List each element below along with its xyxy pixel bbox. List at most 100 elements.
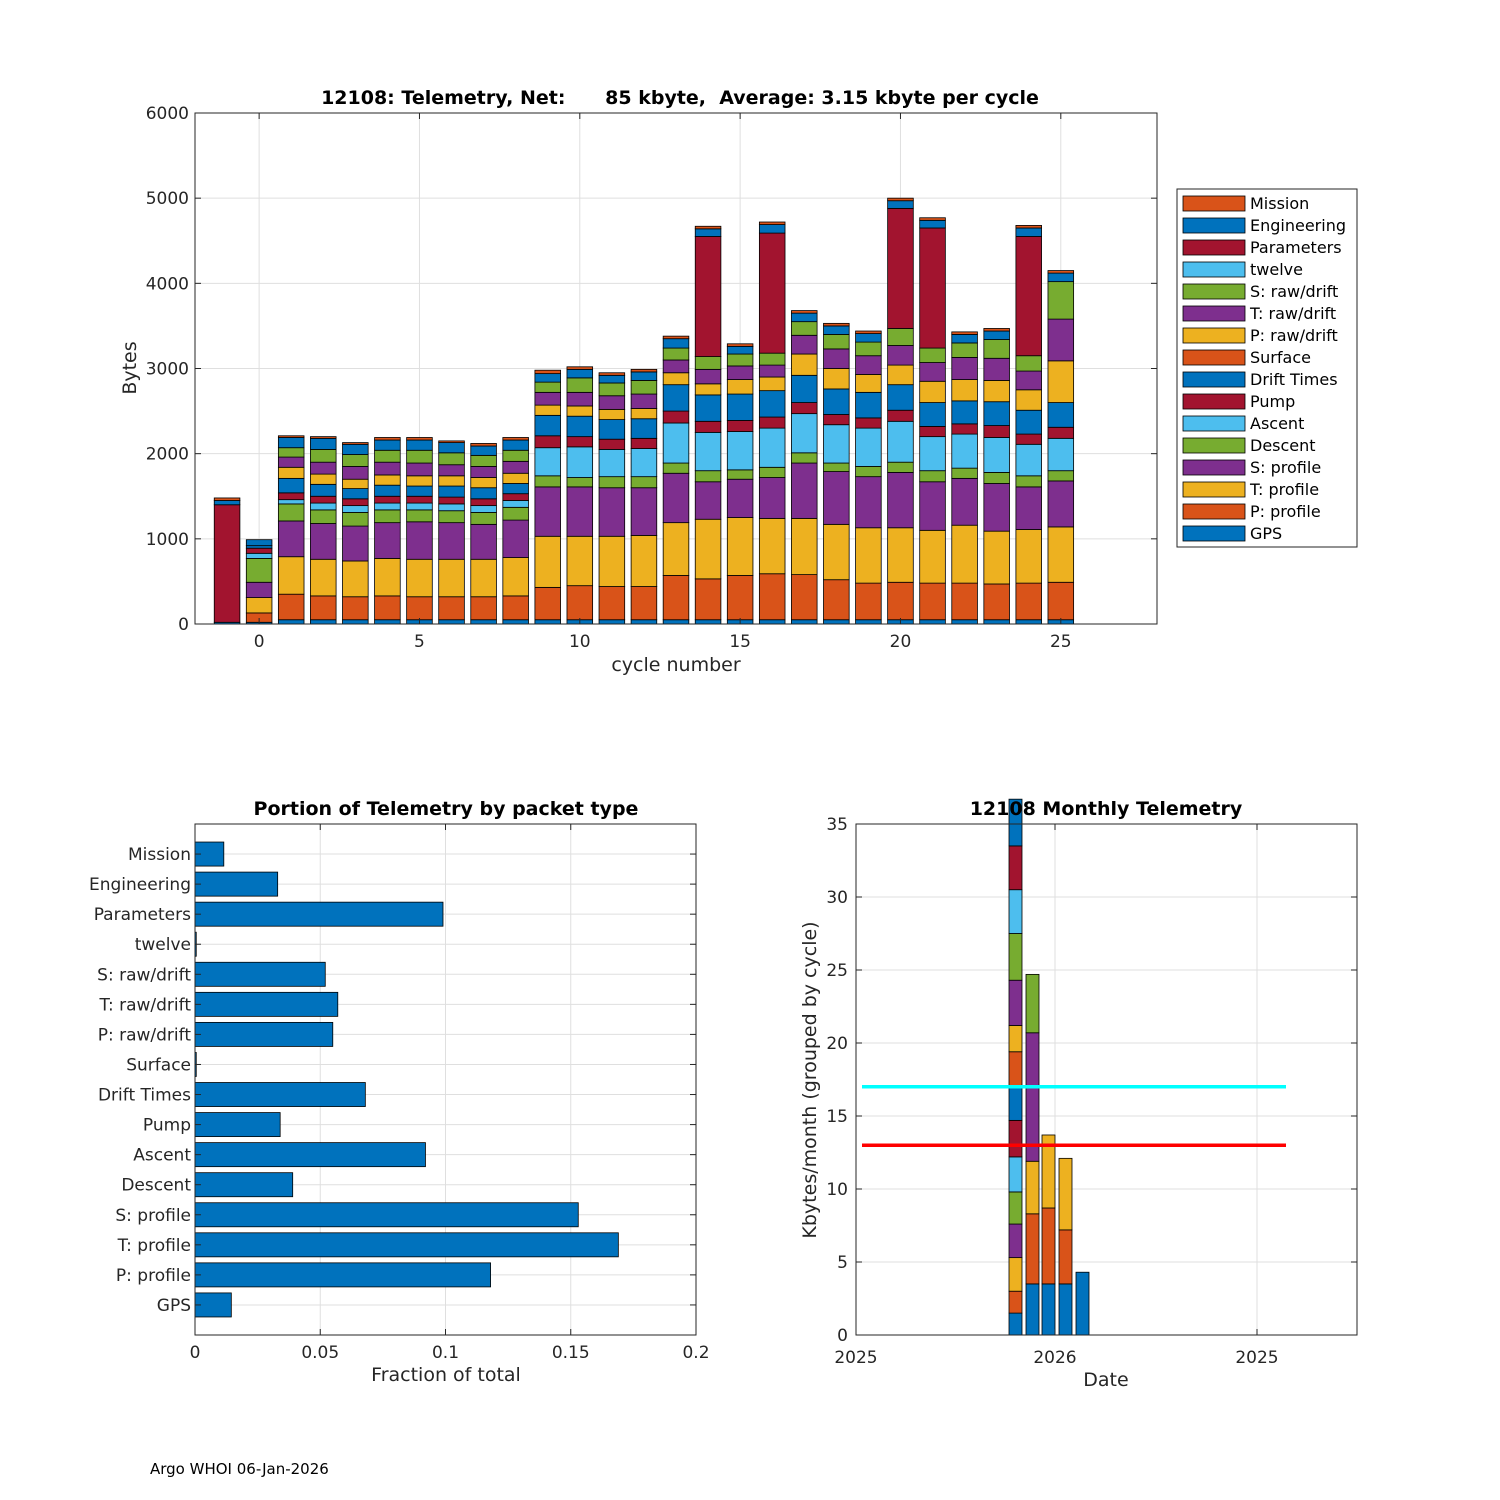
telemetry-per-cycle-chart: 0 5 10 15 20 25 0 1000 2000 3000 4000 5000 6000 1210…	[119, 87, 1358, 676]
top-bar-segment	[534, 373, 561, 383]
top-bar-segment	[502, 472, 529, 484]
top-legend-swatch	[1182, 217, 1246, 234]
top-bar-segment	[1015, 370, 1042, 391]
top-bar-segment	[470, 558, 497, 598]
top-bar-segment	[374, 474, 401, 486]
br-bar-segment	[1058, 1283, 1073, 1336]
top-bar-segment	[1047, 272, 1075, 283]
top-x-axis-label: cycle number	[611, 654, 740, 676]
top-bar-segment	[534, 391, 561, 406]
top-bar-segment	[983, 380, 1010, 403]
top-bar-segment	[566, 486, 594, 537]
top-bar-segment	[598, 408, 626, 421]
top-bar-segment	[406, 439, 433, 451]
top-bar-segment	[662, 410, 690, 424]
top-bar-segment	[566, 477, 594, 488]
top-bar-segment	[630, 487, 658, 536]
top-bar-segment	[1015, 389, 1042, 411]
top-bar-segment	[694, 481, 722, 520]
top-bar-segment	[983, 357, 1010, 381]
br-bar-segment	[1008, 798, 1023, 847]
top-bar-segment	[470, 619, 497, 625]
top-bar-segment	[245, 597, 273, 614]
top-bar-segment	[823, 368, 850, 390]
top-bar-segment	[855, 476, 882, 529]
top-bar-segment	[310, 558, 337, 597]
top-bar-segment	[726, 517, 754, 576]
bl-y-tick-label: T: profile	[117, 1236, 191, 1256]
top-bar-segment	[374, 558, 401, 597]
top-bar-segment	[726, 345, 754, 355]
top-bar-segment	[342, 443, 369, 455]
top-bar-segment	[662, 359, 690, 374]
top-bar-segment	[855, 355, 882, 375]
top-bar-segment	[823, 388, 850, 415]
top-bar-segment	[726, 393, 754, 421]
top-bar-segment	[726, 431, 754, 471]
top-bar-segment	[951, 357, 978, 380]
top-bar-segment	[1047, 470, 1075, 482]
top-bar-segment	[406, 462, 433, 477]
top-bar-segment	[951, 400, 978, 425]
top-bar-segment	[406, 475, 433, 487]
top-bar-segment	[1015, 236, 1042, 357]
top-bar-segment	[791, 402, 818, 415]
br-bar-segment	[1058, 1229, 1073, 1285]
bl-y-tick-label: Ascent	[133, 1146, 191, 1166]
top-bar-segment	[630, 371, 658, 381]
top-bar-segment	[726, 420, 754, 432]
top-bar-segment	[245, 539, 273, 547]
top-legend-label: P: raw/drift	[1250, 326, 1338, 345]
top-bar-segment	[1015, 409, 1042, 435]
top-bar-segment	[823, 462, 850, 472]
top-legend-swatch	[1182, 327, 1246, 344]
top-bar-segment	[438, 596, 465, 621]
top-bar-segment	[694, 236, 722, 357]
top-bar-segment	[855, 341, 882, 357]
top-bar-segment	[598, 487, 626, 537]
top-bar-segment	[374, 461, 401, 476]
top-y-axis-label: Bytes	[119, 341, 141, 394]
top-x-tick-label: 25	[1050, 632, 1072, 652]
top-bar-segment	[277, 503, 305, 522]
top-bar-segment	[1015, 475, 1042, 488]
br-y-axis-label: Kbytes/month (grouped by cycle)	[799, 921, 821, 1238]
top-bar-segment	[919, 362, 946, 382]
top-bar-segment	[1047, 480, 1075, 528]
top-bar-segment	[534, 369, 561, 375]
top-ticks: 0 5 10 15 20 25 0 1000 2000 3000 4000 5000 6000	[146, 104, 1157, 652]
top-bar-segment	[662, 384, 690, 412]
top-bar-segment	[277, 447, 305, 458]
top-bar-segment	[534, 414, 561, 437]
top-bar-segment	[823, 414, 850, 426]
br-y-tick-label: 25	[826, 961, 848, 981]
br-bar-segment	[1025, 1160, 1040, 1215]
top-legend-label: GPS	[1250, 524, 1282, 543]
top-bar-segment	[534, 535, 561, 588]
top-bar-segment	[342, 454, 369, 467]
bl-bar	[194, 1112, 281, 1138]
top-bar-segment	[598, 476, 626, 489]
top-y-tick-label: 5000	[146, 189, 189, 209]
top-y-tick-label: 3000	[146, 360, 189, 380]
bl-x-tick-label: 0.05	[301, 1343, 339, 1363]
top-bar-segment	[823, 579, 850, 621]
top-bar-segment	[598, 374, 626, 384]
top-bar-segment	[598, 586, 626, 621]
top-bar-segment	[374, 595, 401, 621]
top-legend-label: twelve	[1250, 260, 1303, 279]
top-bar-segment	[438, 442, 465, 454]
bl-y-tick-label: P: raw/drift	[98, 1025, 192, 1045]
top-bar-segment	[791, 310, 818, 314]
br-bar-segment	[1041, 1283, 1056, 1336]
top-bar-segment	[342, 560, 369, 598]
top-bar-segment	[951, 467, 978, 479]
bl-x-tick-label: 0.1	[432, 1343, 459, 1363]
top-legend-swatch	[1182, 503, 1246, 520]
top-bar-segment	[310, 509, 337, 524]
top-bar-segment	[406, 558, 433, 598]
top-bar-segment	[983, 425, 1010, 438]
top-bar-segment	[534, 486, 561, 537]
top-bar-segment	[694, 470, 722, 483]
bl-x-tick-label: 0	[190, 1343, 201, 1363]
